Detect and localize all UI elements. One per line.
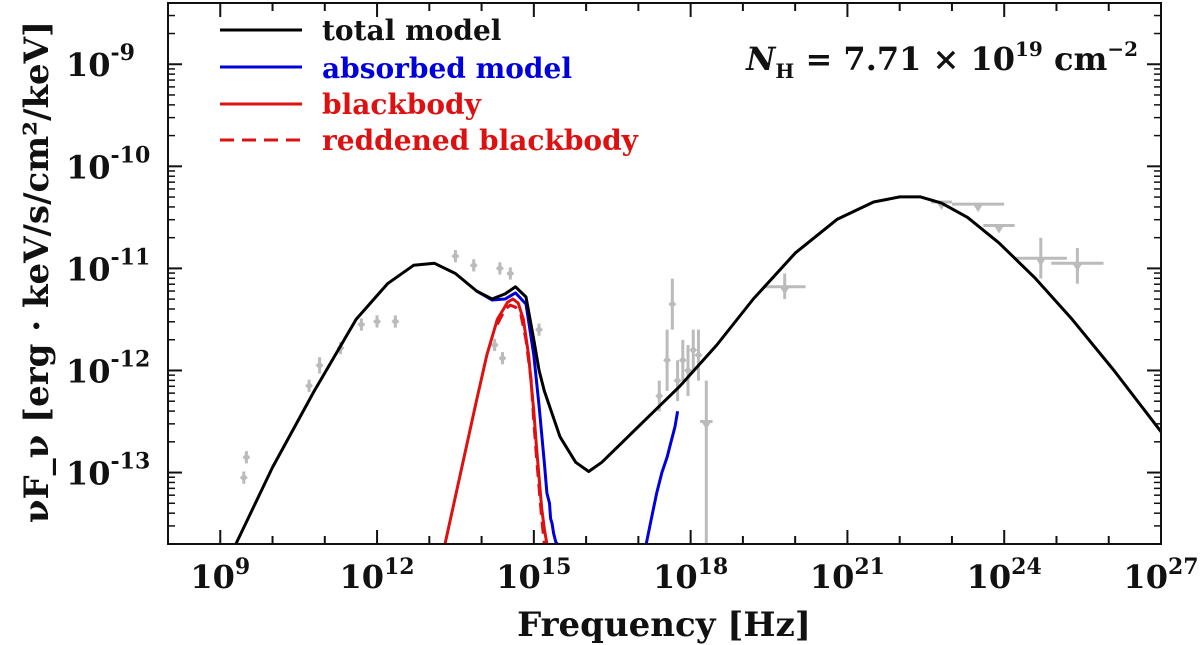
data-point-22 xyxy=(694,351,703,360)
series-reddened-blackbody-line xyxy=(495,303,546,545)
nh-unit-exp: −2 xyxy=(1107,37,1138,61)
data-point-2 xyxy=(305,381,314,390)
ticks-layer: 109 1012 1015 1018 1021 1024 102710-910-1010-1… xyxy=(66,3,1199,596)
y-tick-label-1: 10-10 xyxy=(66,142,150,186)
series-layer xyxy=(234,195,1163,545)
data-point-0 xyxy=(242,453,251,462)
x-tick-label-6: 1027 xyxy=(1123,554,1198,596)
x-tick-label-5: 1024 xyxy=(967,554,1042,596)
y-tick-label-0: 10-9 xyxy=(66,40,135,84)
nh-sub: H xyxy=(775,59,794,83)
data-point-13 xyxy=(498,354,507,363)
x-tick-exp-2: 15 xyxy=(541,554,572,580)
x-tick-label-3: 1018 xyxy=(653,554,728,596)
y-tick-base-4: 10 xyxy=(66,455,111,493)
data-point-8 xyxy=(451,252,460,261)
data-point-14 xyxy=(535,325,544,334)
x-tick-base-5: 10 xyxy=(967,558,1012,596)
nh-annotation: NH = 7.71 × 1019 cm−2 xyxy=(745,37,1138,83)
data-point-20 xyxy=(684,366,693,375)
y-tick-exp-3: -12 xyxy=(111,346,151,372)
nh-eq: = 7.71 × 10 xyxy=(794,40,1015,78)
x-tick-base-0: 10 xyxy=(190,558,235,596)
nh-unit: cm xyxy=(1043,40,1108,78)
data-point-15 xyxy=(655,391,664,400)
data-point-1 xyxy=(239,473,248,482)
data-point-27 xyxy=(993,225,1004,234)
y-axis-title: νF_ν [erg · keV/s/cm²/keV] xyxy=(17,21,57,523)
data-point-10 xyxy=(495,264,504,273)
x-tick-base-2: 10 xyxy=(496,558,541,596)
nh-prefix: N xyxy=(745,40,777,78)
data-point-18 xyxy=(673,376,682,385)
y-tick-base-3: 10 xyxy=(66,352,111,390)
data-point-7 xyxy=(391,317,400,326)
data-point-21 xyxy=(689,346,698,355)
data-point-16 xyxy=(663,356,672,365)
x-tick-label-1: 1012 xyxy=(339,554,414,596)
legend-label-total: total model xyxy=(322,14,501,47)
legend-label-reddened: reddened blackbody xyxy=(322,124,639,157)
y-tick-base-2: 10 xyxy=(66,250,111,288)
y-tick-label-4: 10-13 xyxy=(66,449,150,493)
x-tick-base-1: 10 xyxy=(339,558,384,596)
legend: total model absorbed model blackbody red… xyxy=(220,14,639,157)
data-point-17 xyxy=(668,300,677,309)
x-tick-exp-6: 27 xyxy=(1168,554,1199,580)
y-tick-label-2: 10-11 xyxy=(66,244,150,288)
legend-label-blackbody: blackbody xyxy=(322,88,482,121)
data-point-26 xyxy=(973,204,984,213)
y-tick-base-1: 10 xyxy=(66,148,111,186)
y-tick-exp-2: -11 xyxy=(111,244,151,270)
x-tick-exp-4: 21 xyxy=(854,554,885,580)
y-tick-exp-1: -10 xyxy=(111,142,151,168)
x-tick-exp-0: 9 xyxy=(235,554,250,580)
legend-label-absorbed: absorbed model xyxy=(322,52,572,85)
data-point-5 xyxy=(357,320,366,329)
data-point-19 xyxy=(678,356,687,365)
x-tick-label-4: 1021 xyxy=(810,554,885,596)
nh-exp: 19 xyxy=(1015,37,1043,61)
y-tick-exp-4: -13 xyxy=(111,449,151,475)
series-total-model-line xyxy=(234,195,1163,545)
data-point-11 xyxy=(506,269,515,278)
x-tick-label-0: 109 xyxy=(190,554,250,596)
data-point-6 xyxy=(373,317,382,326)
data-point-12 xyxy=(490,340,499,349)
data-layer xyxy=(239,200,1104,544)
x-tick-exp-1: 12 xyxy=(384,554,415,580)
x-tick-exp-5: 24 xyxy=(1011,554,1042,580)
data-point-9 xyxy=(469,261,478,270)
y-tick-label-3: 10-12 xyxy=(66,346,150,390)
data-point-3 xyxy=(315,361,324,370)
y-tick-base-0: 10 xyxy=(66,46,111,84)
x-tick-base-3: 10 xyxy=(653,558,698,596)
series-absorbed-model-line-hx xyxy=(644,411,680,545)
x-tick-base-4: 10 xyxy=(810,558,855,596)
x-axis-title: Frequency [Hz] xyxy=(517,605,811,645)
x-tick-exp-3: 18 xyxy=(698,554,729,580)
y-tick-exp-0: -9 xyxy=(111,40,135,66)
x-tick-base-6: 10 xyxy=(1123,558,1168,596)
series-absorbed-model-line xyxy=(475,289,559,545)
x-tick-label-2: 1015 xyxy=(496,554,571,596)
